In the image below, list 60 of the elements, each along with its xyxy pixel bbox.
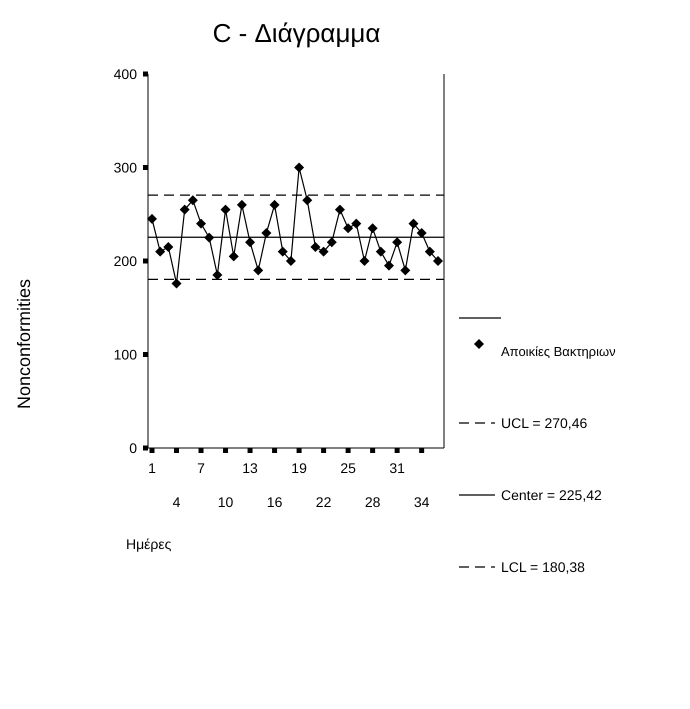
x-tick-label: 31 bbox=[389, 460, 406, 476]
point bbox=[318, 246, 329, 257]
point bbox=[326, 237, 337, 248]
x-tick-label: 25 bbox=[340, 460, 356, 476]
point bbox=[286, 256, 296, 266]
point bbox=[155, 246, 166, 257]
point bbox=[294, 162, 304, 172]
x-tick-label: 22 bbox=[316, 494, 332, 510]
y-tick-label: 0 bbox=[129, 440, 138, 456]
point bbox=[261, 228, 272, 238]
x-axis-title: Ημέρες bbox=[126, 536, 172, 552]
point bbox=[433, 256, 443, 266]
x-tick-label: 13 bbox=[242, 460, 258, 476]
point bbox=[228, 251, 239, 262]
point bbox=[351, 218, 362, 229]
point bbox=[408, 218, 418, 229]
point bbox=[172, 278, 182, 288]
point bbox=[180, 204, 190, 215]
x-tick-label: 34 bbox=[414, 494, 430, 510]
legend-label: Center = 225,42 bbox=[501, 487, 602, 503]
x-tick-label: 16 bbox=[266, 494, 283, 510]
point bbox=[376, 246, 386, 257]
point bbox=[392, 237, 402, 248]
point bbox=[163, 242, 174, 252]
x-tick-label: 7 bbox=[197, 460, 206, 476]
point bbox=[359, 256, 370, 266]
y-tick-label: 300 bbox=[114, 160, 138, 176]
point bbox=[368, 223, 378, 234]
point bbox=[343, 223, 354, 234]
x-tick-label: 1 bbox=[148, 460, 156, 476]
x-tick-label: 19 bbox=[291, 460, 308, 476]
y-tick-label: 200 bbox=[114, 253, 138, 269]
point bbox=[188, 195, 198, 206]
point bbox=[302, 195, 312, 206]
point bbox=[278, 246, 288, 257]
y-axis-title: Nonconformities bbox=[14, 278, 35, 409]
point bbox=[416, 228, 427, 238]
point bbox=[220, 204, 231, 215]
point bbox=[400, 265, 410, 276]
point bbox=[253, 265, 264, 276]
legend-label: UCL = 270,46 bbox=[501, 415, 588, 431]
point bbox=[310, 242, 320, 252]
point bbox=[204, 232, 214, 243]
chart-title: C - Διάγραμμα bbox=[212, 18, 382, 49]
point bbox=[270, 200, 280, 210]
y-tick-label: 100 bbox=[114, 346, 138, 362]
y-tick-label: 400 bbox=[114, 66, 138, 82]
point bbox=[334, 204, 345, 215]
x-tick-label: 10 bbox=[218, 494, 234, 510]
point bbox=[212, 270, 222, 280]
point bbox=[196, 218, 206, 229]
legend-label: Αποικίες Βακτηριων bbox=[501, 344, 616, 359]
x-tick-label: 28 bbox=[364, 494, 381, 510]
x-tick-label: 4 bbox=[172, 494, 181, 510]
point bbox=[424, 246, 435, 257]
point bbox=[245, 237, 256, 248]
legend-label: LCL = 180,38 bbox=[501, 559, 586, 575]
point bbox=[236, 200, 247, 210]
point bbox=[147, 214, 157, 224]
point bbox=[384, 260, 394, 271]
